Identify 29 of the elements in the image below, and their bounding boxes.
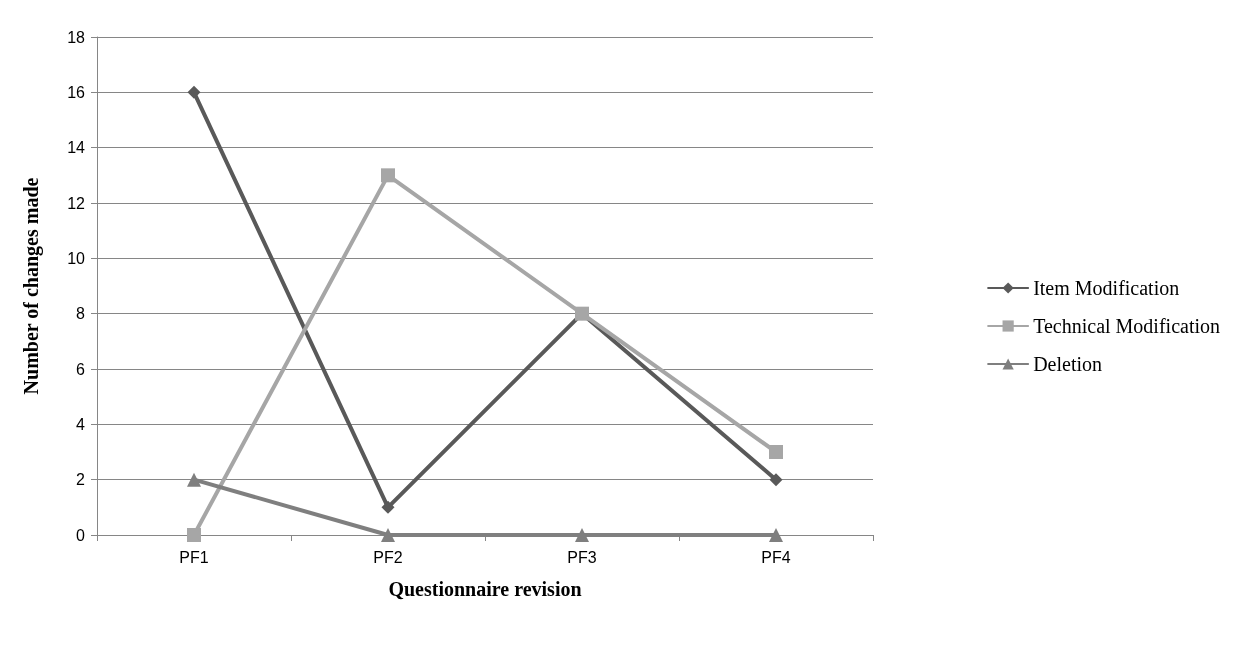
point [187,528,201,542]
legend-label: Item Modification [1033,277,1180,299]
y-tick-label: 18 [67,28,86,46]
point [575,528,589,542]
point [187,472,201,487]
y-tick-label: 4 [76,415,86,433]
point [381,168,395,183]
y-tick-label: 6 [76,360,86,378]
x-tick-label: PF2 [373,548,403,566]
point [381,528,395,542]
point [769,528,783,542]
point [381,500,395,514]
y-tick-label: 0 [76,526,86,544]
y-tick-label: 10 [67,249,86,267]
y-tick-label: 14 [67,139,86,157]
legend-label: Technical Modification [1033,315,1221,337]
legend-label: Deletion [1033,353,1103,375]
y-tick-label: 12 [67,194,86,212]
x-tick-label: PF1 [179,548,209,566]
y-tick-label: 8 [76,305,86,323]
x-tick-label: PF3 [567,548,597,566]
x-axis-title: Questionnaire revision [388,578,582,600]
x-tick-label: PF4 [761,548,791,566]
y-tick-label: 2 [76,471,86,489]
point [769,445,783,459]
point [769,473,783,487]
y-tick-label: 16 [67,83,86,101]
point [187,85,201,99]
y-axis-title: Number of changes made [20,177,43,395]
